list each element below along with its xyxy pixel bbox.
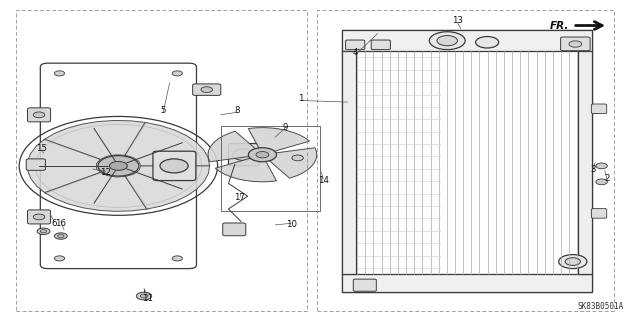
Circle shape: [565, 258, 580, 265]
Polygon shape: [208, 131, 259, 162]
Text: 17: 17: [234, 193, 246, 202]
Circle shape: [37, 228, 50, 234]
Circle shape: [33, 112, 45, 118]
FancyBboxPatch shape: [28, 108, 51, 122]
Polygon shape: [45, 173, 148, 211]
Polygon shape: [215, 157, 276, 182]
Bar: [221, 126, 320, 211]
Circle shape: [54, 71, 65, 76]
Text: 2: 2: [604, 174, 609, 183]
Text: 10: 10: [285, 220, 297, 229]
Circle shape: [172, 71, 182, 76]
FancyBboxPatch shape: [591, 104, 607, 114]
Text: 16: 16: [55, 219, 67, 228]
FancyBboxPatch shape: [371, 40, 390, 50]
Polygon shape: [248, 128, 310, 153]
Circle shape: [429, 32, 465, 50]
Circle shape: [559, 255, 587, 269]
Polygon shape: [44, 121, 147, 160]
Bar: [342, 274, 592, 292]
Circle shape: [136, 292, 152, 300]
Polygon shape: [266, 148, 317, 178]
Circle shape: [33, 214, 45, 220]
Text: 4: 4: [353, 48, 358, 57]
Circle shape: [569, 41, 582, 47]
FancyBboxPatch shape: [28, 210, 51, 224]
Circle shape: [54, 256, 65, 261]
Circle shape: [232, 149, 255, 160]
Text: 3: 3: [591, 165, 596, 174]
FancyBboxPatch shape: [153, 151, 196, 181]
Text: 12: 12: [100, 168, 111, 177]
Circle shape: [256, 152, 269, 158]
FancyBboxPatch shape: [346, 40, 365, 50]
Circle shape: [248, 148, 276, 162]
Text: 15: 15: [36, 144, 47, 153]
Circle shape: [109, 161, 127, 170]
Text: 6: 6: [52, 219, 57, 228]
FancyBboxPatch shape: [223, 223, 246, 236]
Circle shape: [437, 36, 458, 46]
Circle shape: [40, 230, 47, 233]
Text: SK83B0501A: SK83B0501A: [578, 302, 624, 311]
FancyBboxPatch shape: [193, 84, 221, 95]
FancyBboxPatch shape: [228, 144, 259, 166]
Bar: [578, 51, 592, 274]
Circle shape: [596, 163, 607, 169]
Polygon shape: [125, 165, 210, 209]
Polygon shape: [28, 139, 100, 193]
FancyBboxPatch shape: [353, 279, 376, 291]
Text: 9: 9: [282, 123, 287, 132]
Circle shape: [201, 87, 212, 93]
Bar: [342, 30, 592, 51]
Circle shape: [54, 233, 67, 239]
Circle shape: [58, 234, 64, 238]
Bar: [342, 51, 356, 274]
Circle shape: [140, 294, 148, 298]
Text: 11: 11: [141, 294, 153, 303]
Circle shape: [98, 156, 139, 176]
Circle shape: [160, 159, 188, 173]
Text: 5: 5: [161, 106, 166, 115]
FancyBboxPatch shape: [591, 209, 607, 218]
Text: 14: 14: [317, 176, 329, 185]
Bar: [342, 30, 592, 292]
Circle shape: [172, 256, 182, 261]
Circle shape: [596, 179, 607, 185]
Circle shape: [292, 155, 303, 161]
FancyBboxPatch shape: [26, 159, 45, 170]
Text: 8: 8: [234, 106, 239, 115]
Polygon shape: [125, 122, 210, 166]
Text: 1: 1: [298, 94, 303, 103]
Text: 13: 13: [452, 16, 463, 25]
Text: FR.: FR.: [550, 20, 570, 31]
Circle shape: [476, 37, 499, 48]
FancyBboxPatch shape: [561, 37, 590, 51]
